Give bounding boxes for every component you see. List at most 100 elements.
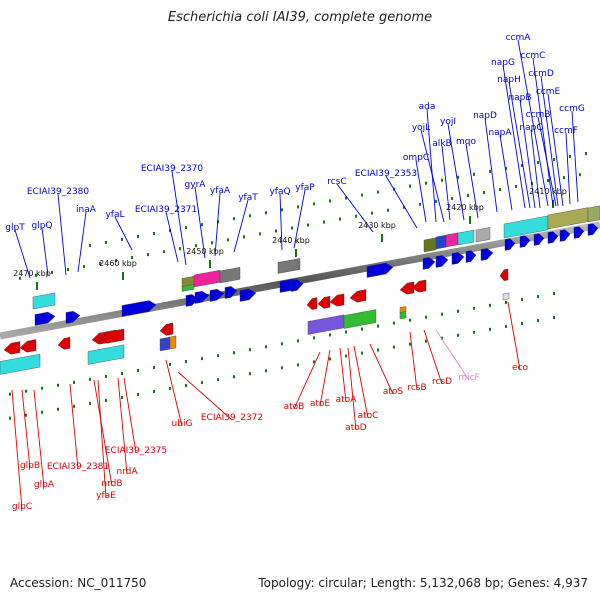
upper-gene-label[interactable]: gyrA [185,180,207,190]
upper-gene-label[interactable]: ccmA [506,33,532,43]
reverse-gene-arrow[interactable] [57,337,71,350]
lower-gene-label[interactable]: nrdB [101,479,122,489]
upper-gene-label[interactable]: ECIAI39_2370 [141,164,204,174]
lower-gene-label[interactable]: yfaE [96,491,116,501]
upper-gene-label[interactable]: yfaQ [269,187,290,197]
lower-gene-label[interactable]: micF [458,373,479,383]
forward-gene-arrow[interactable] [224,286,238,299]
reverse-gene-arrow[interactable] [499,268,509,281]
upper-gene-label[interactable]: ccmC [521,51,546,61]
forward-gene-arrow[interactable] [480,248,494,261]
upper-gene-label[interactable]: napD [473,111,497,121]
forward-gene-arrow[interactable] [209,288,225,302]
gray-feature-box[interactable] [277,258,301,274]
gray-feature-box[interactable] [475,227,491,243]
reverse-gene-arrow[interactable] [164,322,174,335]
blue-feature-box[interactable] [435,234,447,250]
upper-gene-label[interactable]: ECIAI39_2380 [27,187,90,197]
forward-gene-arrow[interactable] [573,226,585,239]
lower-gene-label[interactable]: nrdA [116,467,138,477]
rna-feature-box[interactable] [502,292,510,301]
forward-gene-arrow[interactable] [290,279,304,292]
reverse-gene-arrow[interactable] [411,279,427,293]
reverse-gene-arrow[interactable] [99,328,125,344]
upper-gene-label[interactable]: yfaP [295,183,315,193]
lower-gene-label[interactable]: glpB [20,461,40,471]
lower-gene-label[interactable]: atoE [310,399,331,409]
forward-gene-arrow[interactable] [422,257,436,270]
cyan-feature-box[interactable] [87,344,125,365]
orange-feature-box[interactable] [169,335,177,350]
upper-gene-label[interactable]: napB [508,93,531,103]
lower-gene-label[interactable]: ECIAI39_2372 [201,413,263,423]
lower-gene-label[interactable]: atoA [336,395,358,405]
reverse-gene-arrow[interactable] [329,293,345,307]
forward-gene-arrow[interactable] [587,223,599,236]
upper-gene-label[interactable]: glpT [5,223,25,233]
upper-gene-label[interactable]: yfaA [210,186,231,196]
upper-gene-label[interactable]: inaA [76,205,97,215]
upper-gene-label[interactable]: ccmE [536,87,561,97]
upper-gene-label[interactable]: napG [491,58,515,68]
upper-gene-label[interactable]: napA [488,128,512,138]
upper-gene-label[interactable]: ccmG [559,104,585,114]
reverse-gene-arrow[interactable] [399,281,415,295]
upper-gene-label[interactable]: yfaT [238,193,258,203]
forward-gene-arrow[interactable] [65,310,81,324]
cyan-feature-box[interactable] [503,215,549,239]
reverse-gene-arrow[interactable] [306,297,318,310]
blue-feature-box[interactable] [159,336,171,352]
forward-gene-arrow[interactable] [533,233,545,246]
forward-gene-arrow[interactable] [366,262,394,278]
upper-gene-label[interactable]: ECIAI39_2353 [355,169,417,179]
upper-gene-label[interactable]: ccmF [554,126,578,136]
lower-gene-label[interactable]: ubiG [172,419,193,429]
lower-gene-label[interactable]: rcsB [407,383,426,393]
lower-gene-label[interactable]: glpA [34,480,55,490]
magenta-feature-box[interactable] [445,232,459,248]
lower-gene-label[interactable]: atoS [383,387,404,397]
upper-gene-label[interactable]: yojL [412,123,430,133]
upper-gene-label[interactable]: rcsC [327,177,346,187]
upper-gene-label[interactable]: glpQ [31,221,52,231]
upper-gene-label[interactable]: mqo [456,137,476,147]
forward-gene-arrow[interactable] [194,290,210,304]
reverse-gene-arrow[interactable] [3,341,21,355]
upper-gene-label[interactable]: ccmB [526,110,551,120]
lower-gene-label[interactable]: rcsD [432,377,452,387]
olive-feature-box[interactable] [423,237,437,253]
lower-gene-label[interactable]: ECIAI39_2381 [47,462,109,472]
orange-feature-box[interactable] [399,306,407,313]
cyan-feature-box[interactable] [0,353,41,375]
lower-gene-label[interactable]: atoB [284,402,305,412]
upper-gene-label[interactable]: ECIAI39_2371 [135,205,197,215]
upper-gene-label[interactable]: alkB [432,139,451,149]
lower-gene-label[interactable]: eco [512,363,528,373]
forward-gene-arrow[interactable] [239,288,257,302]
reverse-gene-arrow[interactable] [19,339,37,353]
upper-gene-label[interactable]: yojI [440,117,456,127]
upper-gene-label[interactable]: ada [419,102,436,112]
olive-feature-box[interactable] [587,205,600,223]
green-feature-box[interactable] [343,309,377,329]
upper-gene-label[interactable]: yfaL [105,210,124,220]
cyan-feature-box[interactable] [457,229,475,246]
magenta-feature-box[interactable] [193,269,221,288]
purple-feature-box[interactable] [307,314,345,335]
reverse-gene-arrow[interactable] [349,289,367,303]
upper-gene-label[interactable]: napH [497,75,521,85]
forward-gene-arrow[interactable] [519,235,531,248]
cyan-feature-box[interactable] [32,292,56,310]
forward-gene-arrow[interactable] [559,229,571,242]
forward-gene-arrow[interactable] [465,250,477,263]
lower-gene-label[interactable]: atoC [358,411,379,421]
forward-gene-arrow[interactable] [547,231,559,244]
lower-gene-label[interactable]: glpC [12,502,32,512]
green-feature-box[interactable] [181,284,195,292]
lower-gene-label[interactable]: ECIAI39_2375 [105,446,167,456]
forward-gene-arrow[interactable] [451,252,465,265]
upper-gene-label[interactable]: ccmD [528,69,554,79]
upper-gene-label[interactable]: ompC [403,153,429,163]
forward-gene-arrow[interactable] [121,300,157,317]
lower-gene-label[interactable]: atoD [345,423,367,433]
